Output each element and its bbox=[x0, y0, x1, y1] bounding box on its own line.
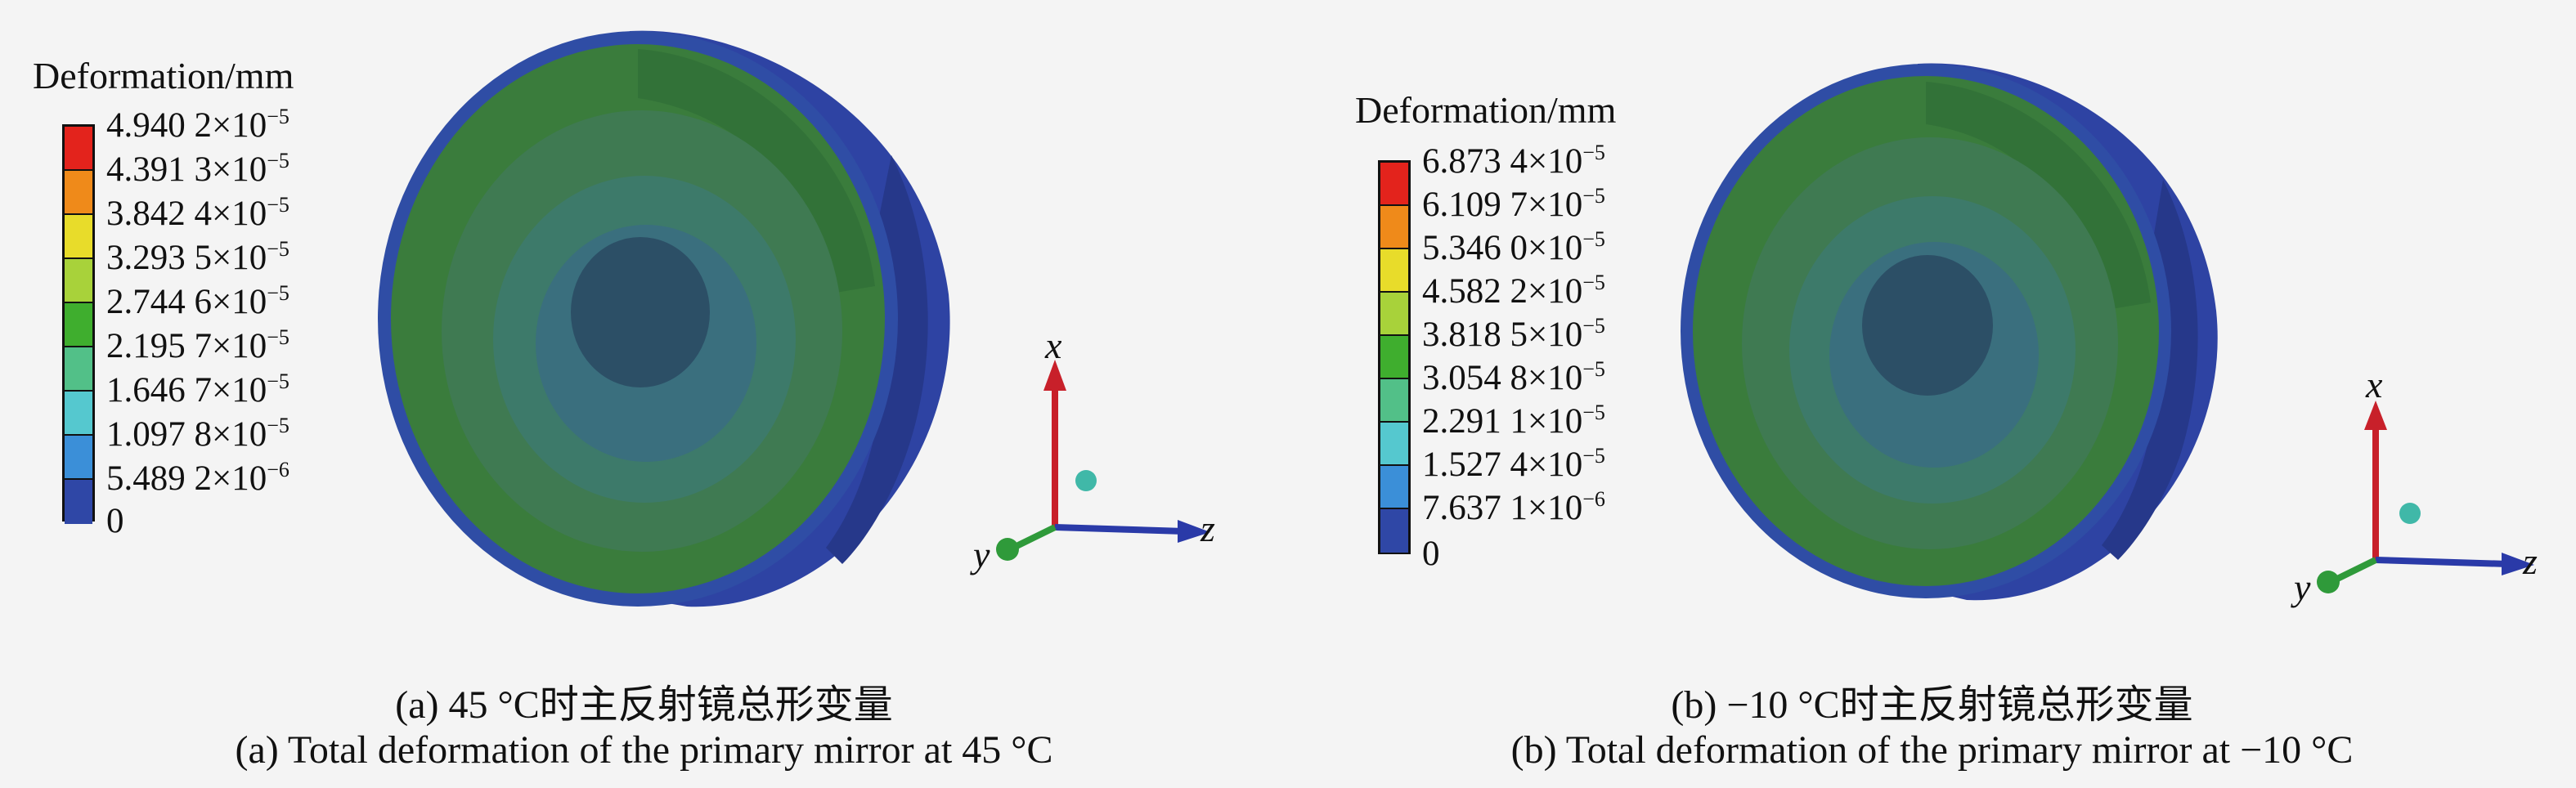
legend-label: 2.291 1×10−5 bbox=[1422, 401, 1605, 441]
x-axis-label: x bbox=[2365, 368, 2383, 405]
primary-mirror-model bbox=[1681, 63, 2218, 601]
legend-label: 1.097 8×10−5 bbox=[106, 414, 289, 454]
x-axis-arrowhead bbox=[2364, 401, 2387, 430]
z-axis-arrowhead bbox=[2502, 553, 2534, 575]
legend-label: 4.940 2×10−5 bbox=[106, 105, 289, 145]
legend-swatch bbox=[65, 215, 92, 259]
legend-label: 2.744 6×10−5 bbox=[106, 281, 289, 321]
caption-en: (b) Total deformation of the primary mir… bbox=[1510, 728, 2354, 772]
z-axis-arrow bbox=[2375, 557, 2509, 567]
legend-swatch bbox=[65, 171, 92, 215]
legend-label: 0 bbox=[106, 502, 124, 540]
color-legend-bar bbox=[1378, 160, 1411, 554]
legend-title: Deformation/mm bbox=[1355, 89, 1617, 131]
legend-swatch bbox=[1380, 509, 1408, 553]
legend-swatch bbox=[65, 347, 92, 392]
y-axis-marker bbox=[2317, 571, 2340, 593]
legend-label: 4.391 3×10−5 bbox=[106, 149, 289, 189]
legend-label: 3.293 5×10−5 bbox=[106, 237, 289, 277]
legend-label: 1.527 4×10−5 bbox=[1422, 444, 1605, 484]
legend-swatch bbox=[1380, 163, 1408, 206]
legend-label: 3.842 4×10−5 bbox=[106, 193, 289, 233]
legend-label: 3.818 5×10−5 bbox=[1422, 314, 1605, 354]
z-axis-arrow bbox=[1054, 524, 1185, 535]
y-axis-label: y bbox=[2291, 566, 2311, 608]
coordinate-axes: x z y bbox=[2291, 368, 2538, 608]
caption-en: (a) Total deformation of the primary mir… bbox=[235, 728, 1053, 772]
legend-label: 5.346 0×10−5 bbox=[1422, 227, 1605, 267]
x-axis-label: x bbox=[1044, 327, 1062, 366]
legend-swatch bbox=[65, 259, 92, 303]
y-axis-label: y bbox=[970, 534, 990, 575]
legend-label: 3.054 8×10−5 bbox=[1422, 357, 1605, 397]
x-axis-arrowhead bbox=[1043, 360, 1066, 391]
legend-label: 4.582 2×10−5 bbox=[1422, 271, 1605, 311]
legend-swatch bbox=[1380, 379, 1408, 423]
legend-swatch bbox=[65, 127, 92, 171]
legend-title: Deformation/mm bbox=[33, 55, 294, 96]
legend-label: 6.873 4×10−5 bbox=[1422, 141, 1605, 181]
legend-swatch bbox=[65, 303, 92, 347]
caption-cn: (a) 45 °C时主反射镜总形变量 bbox=[395, 683, 893, 727]
legend-swatch bbox=[65, 436, 92, 480]
legend-swatch bbox=[1380, 293, 1408, 336]
legend-label: 1.646 7×10−5 bbox=[106, 369, 289, 410]
legend-label: 6.109 7×10−5 bbox=[1422, 184, 1605, 224]
panel-a: Deformation/mm 4.940 2×10−5 4.391 3×10−5… bbox=[33, 30, 1215, 772]
legend-label: 0 bbox=[1422, 535, 1440, 573]
legend-swatch bbox=[65, 392, 92, 436]
primary-mirror-model bbox=[378, 30, 950, 607]
coordinate-axes: x z y bbox=[970, 327, 1215, 575]
z-axis-label: z bbox=[1200, 508, 1215, 549]
z-axis-arrowhead bbox=[1178, 520, 1210, 543]
y-axis-marker bbox=[996, 538, 1019, 561]
legend-label: 5.489 2×10−6 bbox=[106, 458, 289, 498]
legend-label: 7.637 1×10−6 bbox=[1422, 487, 1605, 527]
z-axis-label: z bbox=[2522, 540, 2538, 582]
legend-label: 2.195 7×10−5 bbox=[106, 325, 289, 365]
legend-swatch bbox=[1380, 206, 1408, 249]
origin-marker bbox=[2399, 503, 2421, 524]
color-legend-bar bbox=[62, 124, 95, 524]
legend-swatch bbox=[1380, 336, 1408, 379]
origin-marker bbox=[1075, 470, 1097, 491]
legend-swatch bbox=[1380, 249, 1408, 293]
legend-swatch bbox=[1380, 466, 1408, 509]
legend-swatch bbox=[65, 480, 92, 524]
panel-b: Deformation/mm 6.873 4×10−5 6.109 7×10−5… bbox=[1288, 0, 2576, 788]
caption-cn: (b) −10 °C时主反射镜总形变量 bbox=[1671, 683, 2193, 727]
legend-swatch bbox=[1380, 423, 1408, 466]
